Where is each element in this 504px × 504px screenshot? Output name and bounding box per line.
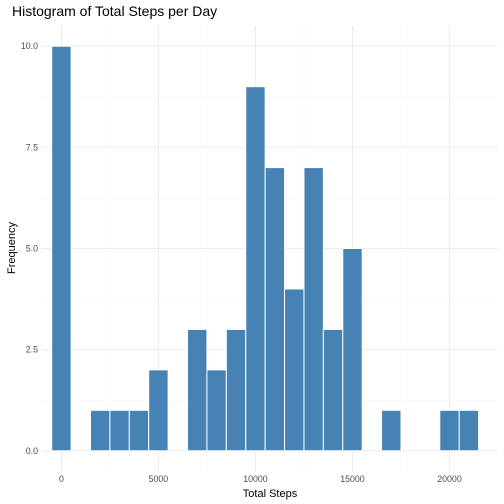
histogram-bar bbox=[148, 369, 169, 452]
y-axis-ticks: 0.0 2.5 5.0 7.5 10.0 bbox=[21, 41, 38, 456]
histogram-bar bbox=[245, 86, 266, 452]
chart-title: Histogram of Total Steps per Day bbox=[12, 3, 217, 19]
histogram-bar bbox=[187, 328, 208, 452]
y-tick-label: 5.0 bbox=[26, 244, 38, 254]
x-tick-label: 0 bbox=[59, 474, 64, 484]
x-axis-title: Total Steps bbox=[243, 488, 298, 500]
histogram-bar bbox=[322, 328, 344, 452]
histogram-bar bbox=[109, 409, 130, 452]
histogram-bar bbox=[90, 409, 111, 452]
y-tick-label: 0.0 bbox=[26, 446, 38, 456]
x-tick-label: 5000 bbox=[149, 474, 169, 484]
histogram-bar bbox=[381, 409, 402, 452]
y-tick-label: 2.5 bbox=[26, 345, 38, 355]
histogram-bar bbox=[458, 409, 480, 452]
histogram-bar bbox=[342, 248, 363, 452]
histogram-bar bbox=[51, 45, 72, 452]
histogram-bar bbox=[284, 288, 305, 452]
y-axis-title: Frequency bbox=[6, 222, 18, 274]
x-tick-label: 20000 bbox=[437, 474, 462, 484]
histogram-bar bbox=[303, 167, 324, 452]
bars bbox=[51, 45, 480, 452]
histogram-bar bbox=[439, 409, 460, 452]
histogram-bar bbox=[225, 328, 247, 452]
y-tick-label: 7.5 bbox=[26, 142, 38, 152]
x-axis-ticks: 0 5000 10000 15000 20000 bbox=[59, 474, 462, 484]
x-tick-label: 15000 bbox=[340, 474, 365, 484]
x-tick-label: 10000 bbox=[243, 474, 268, 484]
y-tick-label: 10.0 bbox=[21, 41, 38, 51]
histogram-bar bbox=[128, 409, 150, 452]
histogram-bar bbox=[206, 369, 227, 452]
histogram-bar bbox=[264, 167, 286, 452]
